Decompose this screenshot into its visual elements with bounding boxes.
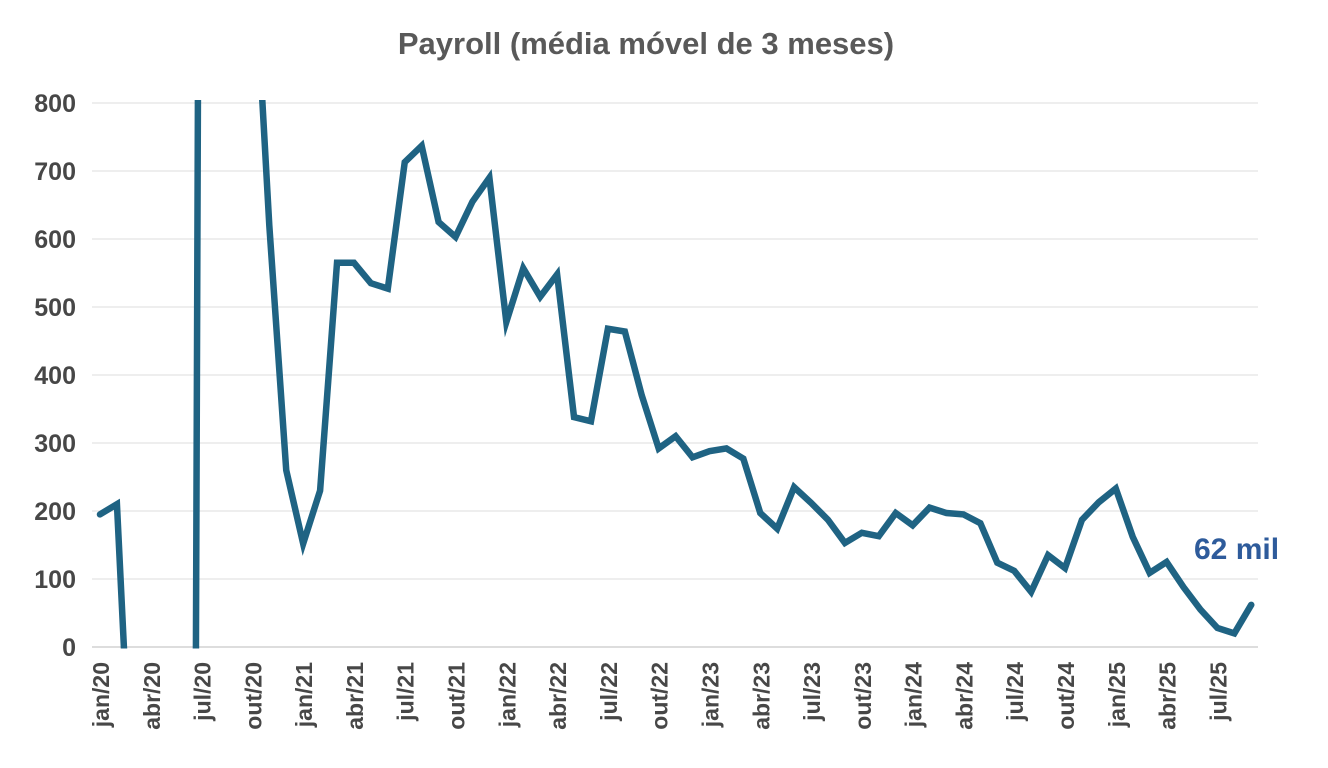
x-axis-tick-label: jul/20	[190, 662, 216, 722]
y-axis-tick-label: 200	[34, 498, 76, 526]
y-axis-tick-label: 700	[34, 158, 76, 186]
y-axis-tick-label: 400	[34, 362, 76, 390]
x-axis-tick-label: jan/23	[697, 662, 723, 728]
y-axis-tick-label: 0	[62, 634, 76, 662]
x-axis-tick-label: jul/23	[799, 662, 825, 722]
x-axis-tick-label: jan/24	[901, 662, 927, 728]
x-axis-tick-label: abr/22	[545, 662, 571, 730]
x-axis-tick-label: abr/25	[1155, 662, 1181, 730]
x-axis-tick-label: jan/22	[494, 662, 520, 728]
x-axis-tick-label: out/24	[1053, 662, 1079, 730]
x-axis-tick-label: out/23	[850, 662, 876, 730]
x-axis-tick-label: jul/25	[1205, 662, 1231, 722]
x-axis-tick-label: jul/22	[596, 662, 622, 722]
x-axis-tick-label: jan/20	[88, 662, 114, 728]
payroll-line	[96, 100, 1255, 649]
x-axis-tick-label: jul/24	[1002, 662, 1028, 722]
x-axis-tick-label: abr/24	[951, 662, 977, 730]
x-axis-tick-label: jan/25	[1104, 662, 1130, 728]
y-axis-tick-label: 800	[34, 90, 76, 118]
x-axis-tick-label: out/22	[647, 662, 673, 730]
x-axis-tick-label: jan/21	[291, 662, 317, 728]
x-axis-tick-label: jul/21	[393, 662, 419, 722]
chart-title: Payroll (média móvel de 3 meses)	[397, 26, 895, 61]
x-axis-tick-label: abr/20	[139, 662, 165, 730]
y-axis-tick-label: 300	[34, 430, 76, 458]
y-axis-tick-label: 100	[34, 566, 76, 594]
y-axis-tick-label: 500	[34, 294, 76, 322]
x-axis-tick-label: out/21	[444, 662, 470, 730]
annotation-62mil: 62 mil	[1194, 533, 1280, 566]
y-axis-tick-label: 600	[34, 226, 76, 254]
x-axis-tick-label: out/20	[240, 662, 266, 730]
x-axis-tick-label: abr/23	[748, 662, 774, 730]
x-axis-tick-label: abr/21	[342, 662, 368, 730]
